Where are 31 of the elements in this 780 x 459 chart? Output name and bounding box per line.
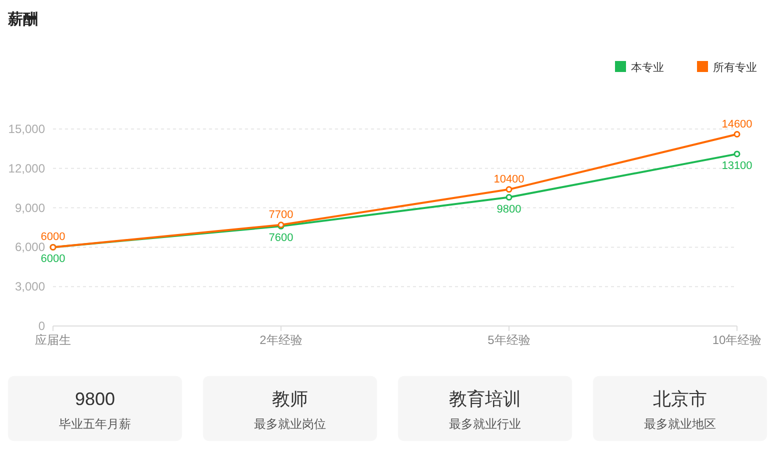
text: 教育培训 <box>449 389 521 409</box>
text: 最多就业地区 <box>644 417 716 431</box>
point <box>734 150 740 158</box>
x-tick-label: 2年经验 <box>260 333 302 347</box>
x-tick-label: 5年经验 <box>488 333 530 347</box>
point <box>506 194 512 201</box>
data-label: 14600 <box>722 118 752 130</box>
legend-label: 所有专业 <box>713 61 757 74</box>
data-label: 6000 <box>40 253 66 266</box>
x-tick-label: 10年经验 <box>712 333 762 347</box>
chart-title: 薪酬 <box>7 11 38 28</box>
y-tick-label: 3,000 <box>14 280 46 294</box>
x-tick-label: 应届生 <box>35 333 71 347</box>
text: 毕业五年月薪 <box>59 417 131 431</box>
text: 最多就业行业 <box>449 417 521 431</box>
point <box>506 186 512 193</box>
text: 北京市 <box>653 389 707 409</box>
text: 9800 <box>74 389 116 409</box>
data-label: 7700 <box>268 208 294 221</box>
point <box>734 131 740 138</box>
legend-label: 本专业 <box>631 61 664 74</box>
text: 教师 <box>272 389 308 409</box>
data-label: 9800 <box>496 203 522 216</box>
data-label: 7600 <box>268 232 294 244</box>
data-label: 13100 <box>722 160 752 172</box>
y-tick-label: 0 <box>38 319 46 333</box>
data-label: 10400 <box>494 173 524 186</box>
y-tick-label: 12,000 <box>8 161 46 176</box>
y-tick-label: 9,000 <box>14 200 46 215</box>
y-tick-label: 15,000 <box>8 122 46 136</box>
text: 最多就业岗位 <box>254 417 326 431</box>
